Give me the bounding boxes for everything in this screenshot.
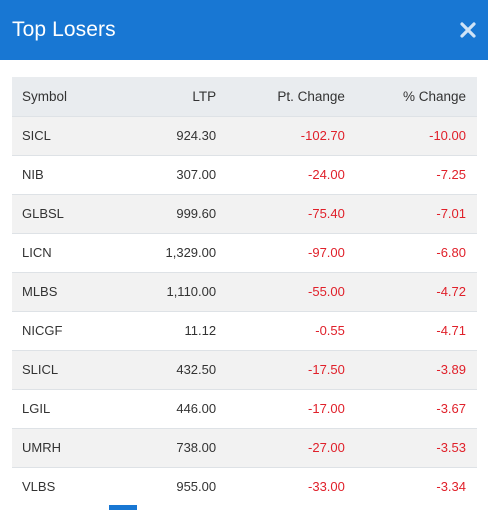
table-row[interactable]: VLBS 955.00 -33.00 -3.34 <box>12 467 477 506</box>
column-header-ltp[interactable]: LTP <box>192 88 217 104</box>
pct-change-cell: -3.89 <box>436 362 466 377</box>
ltp-cell: 955.00 <box>176 479 217 495</box>
symbol-cell[interactable]: GLBSL <box>22 206 64 221</box>
pct-change-cell: -3.34 <box>436 479 466 495</box>
pct-change-cell: -3.67 <box>436 401 466 416</box>
symbol-cell[interactable]: LGIL <box>22 401 51 416</box>
pct-change-cell: -3.53 <box>436 440 466 455</box>
table-row[interactable]: SLICL 432.50 -17.50 -3.89 <box>12 350 477 389</box>
close-icon[interactable] <box>458 20 478 40</box>
pt-change-cell: -75.40 <box>308 206 345 221</box>
column-header-pt-change[interactable]: Pt. Change <box>277 88 345 104</box>
pt-change-cell: -97.00 <box>308 245 345 260</box>
table-row[interactable]: LICN 1,329.00 -97.00 -6.80 <box>12 233 477 272</box>
table-row[interactable]: NICGF 11.12 -0.55 -4.71 <box>12 311 477 350</box>
column-header-symbol[interactable]: Symbol <box>22 88 68 104</box>
pagination-indicator[interactable] <box>109 505 137 510</box>
pct-change-cell: -6.80 <box>436 245 466 260</box>
pt-change-cell: -0.55 <box>315 323 345 338</box>
ltp-cell: 1,110.00 <box>166 284 217 299</box>
symbol-cell[interactable]: LICN <box>22 245 52 260</box>
pt-change-cell: -17.00 <box>308 401 345 416</box>
ltp-cell: 432.50 <box>176 362 217 377</box>
symbol-cell[interactable]: SLICL <box>22 362 59 377</box>
symbol-cell[interactable]: MLBS <box>22 284 58 299</box>
table-row[interactable]: GLBSL 999.60 -75.40 -7.01 <box>12 194 477 233</box>
table-row[interactable]: LGIL 446.00 -17.00 -3.67 <box>12 389 477 428</box>
pt-change-cell: -27.00 <box>308 440 345 455</box>
ltp-cell: 1,329.00 <box>165 245 217 260</box>
pct-change-cell: -7.25 <box>436 167 466 182</box>
table-row[interactable]: SICL 924.30 -102.70 -10.00 <box>12 116 477 155</box>
symbol-cell[interactable]: NIB <box>22 167 44 182</box>
pt-change-cell: -55.00 <box>308 284 345 299</box>
losers-table-container: Symbol LTP Pt. Change % Change SICL 924.… <box>12 77 477 506</box>
modal-title: Top Losers <box>12 18 116 41</box>
losers-table: Symbol LTP Pt. Change % Change SICL 924.… <box>12 77 477 506</box>
pt-change-cell: -24.00 <box>308 167 345 182</box>
column-header-pct-change[interactable]: % Change <box>402 88 466 104</box>
pt-change-cell: -33.00 <box>308 479 345 495</box>
pct-change-cell: -10.00 <box>429 128 466 143</box>
ltp-cell: 924.30 <box>176 128 217 143</box>
pt-change-cell: -17.50 <box>308 362 345 377</box>
table-header-row: Symbol LTP Pt. Change % Change <box>12 77 477 116</box>
ltp-cell: 11.12 <box>184 323 217 338</box>
ltp-cell: 738.00 <box>176 440 217 455</box>
ltp-cell: 446.00 <box>176 401 217 416</box>
pct-change-cell: -4.71 <box>436 323 466 338</box>
ltp-cell: 307.00 <box>176 167 217 182</box>
modal-header: Top Losers <box>0 0 488 60</box>
symbol-cell[interactable]: UMRH <box>22 440 61 455</box>
table-row[interactable]: UMRH 738.00 -27.00 -3.53 <box>12 428 477 467</box>
pct-change-cell: -7.01 <box>436 206 466 221</box>
pct-change-cell: -4.72 <box>436 284 466 299</box>
symbol-cell[interactable]: NICGF <box>22 323 63 338</box>
table-row[interactable]: NIB 307.00 -24.00 -7.25 <box>12 155 477 194</box>
symbol-cell[interactable]: VLBS <box>22 479 56 495</box>
ltp-cell: 999.60 <box>176 206 217 221</box>
pt-change-cell: -102.70 <box>300 128 345 143</box>
table-row[interactable]: MLBS 1,110.00 -55.00 -4.72 <box>12 272 477 311</box>
symbol-cell[interactable]: SICL <box>22 128 51 143</box>
